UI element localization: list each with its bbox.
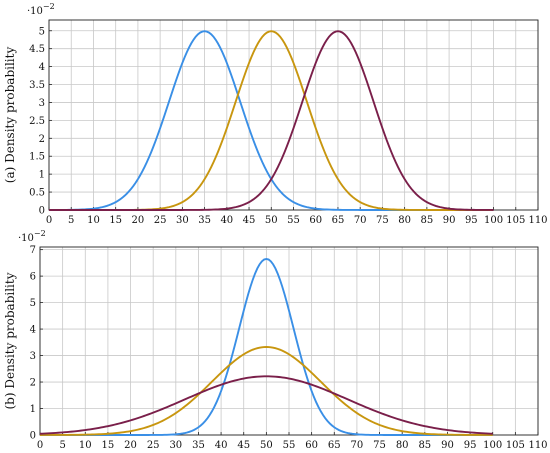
- series-line-1: [40, 257, 493, 436]
- y-tick-label: 0.5: [29, 188, 45, 199]
- x-tick-label: 0: [37, 440, 43, 451]
- x-tick-label: 50: [265, 215, 278, 226]
- x-tick-label: 60: [305, 440, 318, 451]
- x-tick-label: 105: [506, 215, 525, 226]
- x-tick-label: 0: [46, 215, 52, 226]
- y-tick-label: 4: [39, 62, 45, 73]
- y-axis-title: (b) Density probability: [3, 272, 17, 409]
- x-tick-label: 20: [124, 440, 137, 451]
- y-tick-label: 2: [30, 378, 36, 389]
- x-tick-label: 15: [109, 215, 122, 226]
- y-tick-label: 0: [30, 431, 36, 442]
- y-exponent-label: ·10−2: [18, 229, 46, 244]
- x-tick-label: 25: [147, 440, 160, 451]
- series-line-2: [39, 346, 493, 436]
- x-tick-label: 80: [398, 215, 411, 226]
- x-tick-label: 85: [420, 215, 433, 226]
- x-tick-label: 65: [328, 440, 341, 451]
- x-tick-label: 100: [483, 440, 502, 451]
- y-tick-label: 1: [30, 404, 36, 415]
- x-tick-label: 20: [132, 215, 145, 226]
- x-tick-label: 35: [198, 215, 211, 226]
- x-tick-label: 55: [283, 440, 296, 451]
- x-tick-label: 5: [68, 215, 74, 226]
- series-line-3: [39, 375, 493, 435]
- y-tick-label: 6: [30, 272, 36, 283]
- x-tick-label: 110: [528, 440, 547, 451]
- x-tick-label: 40: [215, 440, 228, 451]
- x-tick-label: 50: [260, 440, 273, 451]
- x-tick-label: 5: [59, 440, 65, 451]
- x-tick-label: 45: [243, 215, 256, 226]
- x-tick-label: 80: [396, 440, 409, 451]
- panel-a-chart: 0 5 10 15 20 25 30 35 40 45 50 55 60 65 70 75 80 85 90 95 10…: [3, 2, 548, 226]
- x-tick-label: 100: [484, 215, 503, 226]
- x-tick-label: 75: [373, 440, 386, 451]
- y-tick-label: 1.5: [29, 152, 45, 163]
- x-tick-label: 10: [79, 440, 92, 451]
- y-tick-label: 5: [30, 298, 36, 309]
- x-tick-label: 55: [287, 215, 300, 226]
- grid: [39, 247, 539, 436]
- y-tick-label: 2: [39, 134, 45, 145]
- y-tick-label: 7: [30, 245, 36, 256]
- series-line-3: [49, 30, 494, 211]
- x-tick-label: 25: [154, 215, 167, 226]
- y-exponent-label: ·10−2: [27, 2, 55, 17]
- y-axis-title: (a) Density probability: [3, 47, 17, 184]
- x-tick-label: 110: [528, 215, 547, 226]
- x-tick-label: 75: [376, 215, 389, 226]
- x-tick-label: 90: [443, 215, 456, 226]
- y-tick-label: 0: [39, 206, 45, 217]
- x-tick-label: 90: [441, 440, 454, 451]
- y-tick-label: 4: [30, 325, 36, 336]
- x-tick-label: 105: [506, 440, 525, 451]
- x-tick-label: 15: [102, 440, 115, 451]
- y-tick-label: 4.5: [29, 44, 45, 55]
- grid: [48, 20, 539, 211]
- x-tick-label: 70: [354, 215, 367, 226]
- x-tick-label: 40: [220, 215, 233, 226]
- x-tick-label: 35: [192, 440, 205, 451]
- x-tick-label: 65: [332, 215, 345, 226]
- y-tick-label: 3.5: [29, 80, 45, 91]
- x-tick-label: 45: [237, 440, 250, 451]
- y-tick-label: 2.5: [29, 116, 45, 127]
- x-tick-label: 70: [351, 440, 364, 451]
- y-tick-label: 3: [30, 351, 36, 362]
- x-tick-label: 10: [87, 215, 100, 226]
- panel-b-chart: 0 5 10 15 20 25 30 35 40 45 50 55 60 65 70 75 80 85 90 95 10…: [3, 229, 548, 451]
- y-tick-label: 5: [39, 26, 45, 37]
- x-tick-label: 60: [309, 215, 322, 226]
- y-tick-label: 1: [39, 170, 45, 181]
- x-tick-label: 95: [464, 440, 477, 451]
- x-tick-label: 30: [176, 215, 189, 226]
- y-tick-label: 3: [39, 98, 45, 109]
- x-tick-label: 30: [169, 440, 182, 451]
- x-tick-label: 85: [418, 440, 431, 451]
- x-tick-label: 95: [465, 215, 478, 226]
